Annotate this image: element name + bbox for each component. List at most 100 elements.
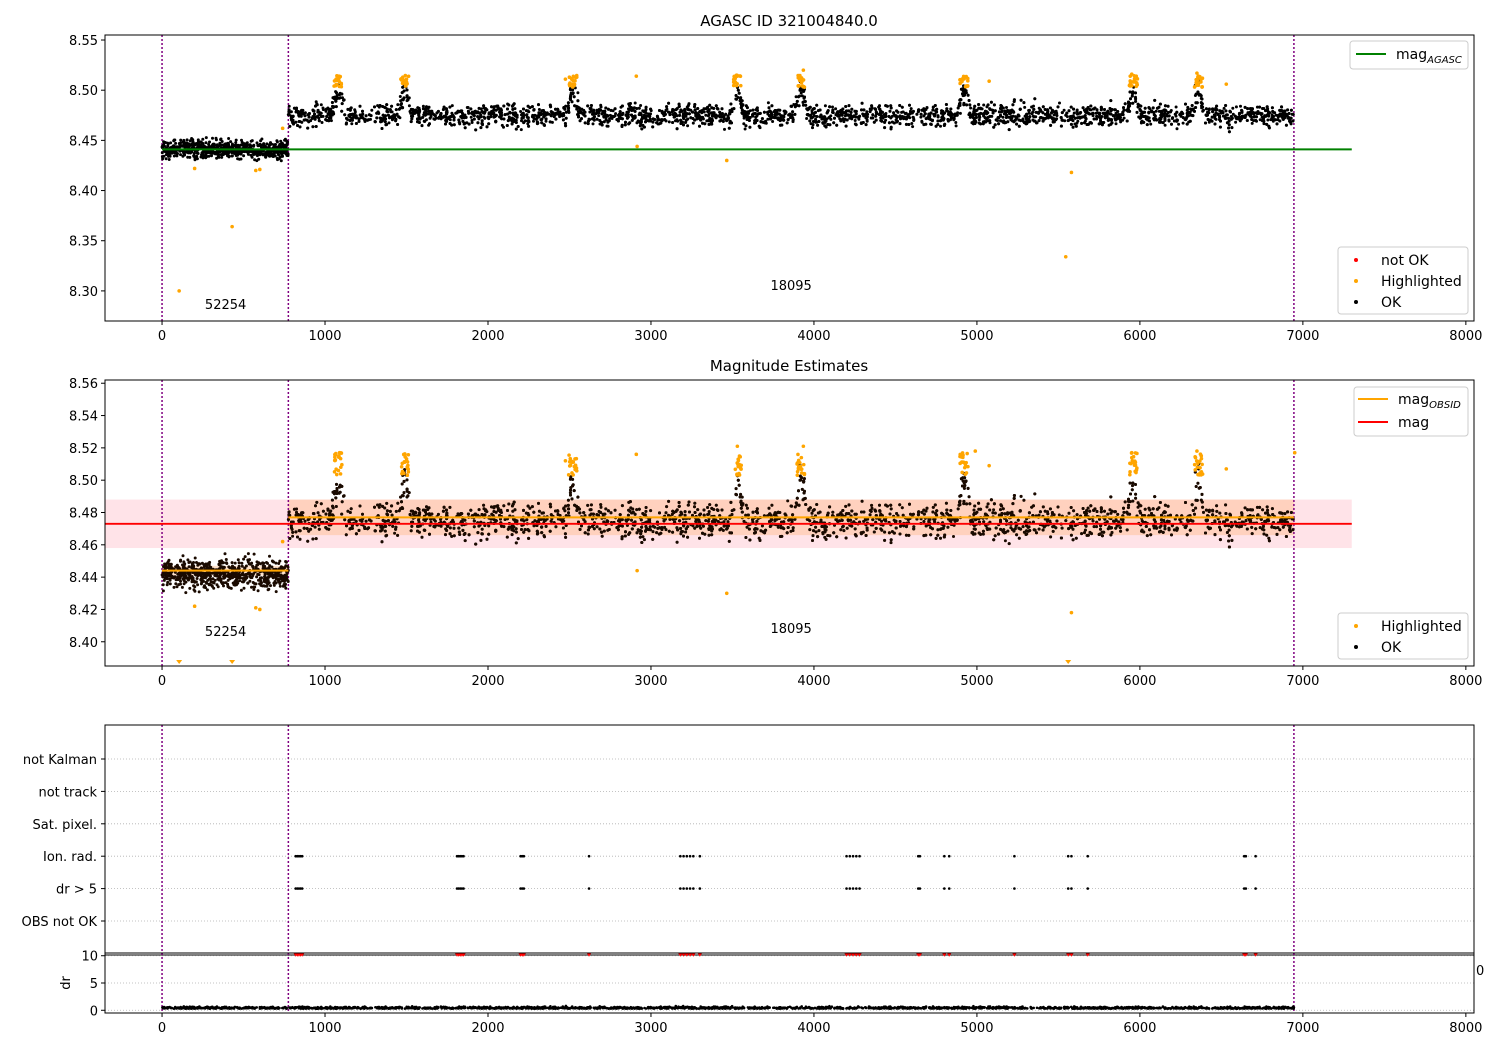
- agasc-ok-point: [192, 144, 196, 147]
- agasc-ok-point: [1072, 111, 1076, 115]
- agasc-ok-point: [354, 122, 358, 125]
- agasc-ok-point: [744, 104, 748, 108]
- agasc-ok-point: [943, 111, 946, 115]
- agasc-ok-point: [1083, 121, 1086, 125]
- agasc-ok-point: [932, 112, 936, 116]
- agasc-ok-point: [1264, 114, 1268, 118]
- agasc-ok-point: [853, 119, 857, 122]
- agasc-ok-point: [887, 121, 891, 125]
- agasc-ok-point: [908, 103, 911, 107]
- agasc-ok-point: [802, 89, 806, 93]
- agasc-ok-point: [846, 113, 850, 117]
- agasc-ok-point: [1092, 107, 1096, 111]
- agasc-ok-point: [1222, 114, 1225, 118]
- agasc-ok-point: [319, 111, 323, 115]
- agasc-ok-point: [695, 115, 699, 119]
- agasc-ok-point: [476, 121, 480, 125]
- agasc-ok-point: [258, 153, 262, 157]
- agasc-ok-point: [192, 154, 196, 158]
- agasc-ok-point: [999, 104, 1003, 107]
- agasc-ok-point: [706, 114, 710, 118]
- agasc-ok-point: [502, 117, 506, 121]
- agasc-ok-point: [678, 113, 682, 117]
- agasc-ok-point: [321, 108, 325, 111]
- agasc-ok-point: [760, 117, 764, 121]
- agasc-ok-point: [498, 115, 502, 119]
- agasc-ok-point: [1256, 110, 1260, 114]
- agasc-ok-point: [1266, 118, 1270, 122]
- agasc-ok-point: [519, 110, 523, 113]
- agasc-ok-point: [1190, 104, 1194, 107]
- agasc-ok-point: [1160, 115, 1163, 119]
- agasc-ok-point: [1042, 117, 1046, 121]
- agasc-ok-point: [739, 101, 743, 105]
- agasc-ok-point: [510, 116, 514, 120]
- agasc-ok-point: [1021, 117, 1025, 121]
- agasc-x-tick-label: 4000: [797, 329, 830, 344]
- agasc-ok-point: [1065, 111, 1069, 115]
- agasc-ok-point: [716, 107, 720, 111]
- agasc-ok-point: [266, 150, 270, 154]
- agasc-ok-point: [638, 111, 642, 115]
- agasc-ok-point: [239, 143, 243, 147]
- agasc-ok-point: [1215, 104, 1219, 108]
- agasc-ok-point: [207, 151, 211, 154]
- agasc-ok-point: [173, 145, 177, 149]
- agasc-ok-point: [776, 116, 780, 120]
- agasc-ok-point: [1114, 113, 1118, 117]
- agasc-ok-point: [864, 113, 867, 117]
- agasc-ok-point: [248, 143, 252, 147]
- agasc-ok-point: [223, 142, 227, 146]
- agasc-ok-point: [358, 104, 362, 108]
- agasc-ok-point: [660, 119, 664, 123]
- agasc-ok-point: [429, 115, 433, 118]
- agasc-ok-point: [1049, 123, 1053, 127]
- agasc-ok-point: [1070, 117, 1074, 121]
- agasc-ok-point: [704, 113, 708, 117]
- agasc-ok-point: [889, 125, 893, 129]
- agasc-ok-point: [1080, 121, 1084, 125]
- agasc-ok-point: [1014, 115, 1018, 119]
- agasc-ok-point: [751, 108, 755, 112]
- agasc-ok-point: [1018, 107, 1022, 111]
- agasc-ok-point: [972, 111, 976, 115]
- agasc-ok-point: [397, 115, 401, 119]
- agasc-ok-point: [291, 121, 295, 125]
- agasc-ok-point: [502, 104, 506, 108]
- agasc-highlighted-point: [337, 79, 342, 84]
- agasc-ok-point: [810, 109, 814, 113]
- agasc-ok-point: [1148, 119, 1151, 123]
- agasc-ok-point: [852, 114, 856, 118]
- agasc-ok-point: [722, 117, 726, 121]
- agasc-ok-point: [1207, 118, 1211, 122]
- agasc-ok-point: [836, 114, 840, 118]
- agasc-x-tick-label: 0: [158, 329, 166, 344]
- agasc-ok-point: [657, 122, 661, 126]
- agasc-ok-point: [597, 114, 601, 118]
- agasc-ok-point: [329, 116, 333, 120]
- agasc-ok-point: [563, 122, 567, 125]
- agasc-ok-point: [1041, 105, 1045, 109]
- agasc-ok-point: [723, 127, 726, 131]
- agasc-ok-point: [992, 125, 996, 129]
- agasc-ok-point: [193, 156, 197, 160]
- agasc-ok-point: [210, 154, 213, 158]
- agasc-ok-point: [506, 107, 509, 111]
- agasc-ok-point: [811, 123, 815, 127]
- agasc-ok-point: [1059, 124, 1063, 128]
- agasc-ok-point: [1085, 107, 1089, 111]
- agasc-ok-point: [444, 122, 447, 126]
- agasc-ok-point: [769, 117, 773, 120]
- agasc-ok-point: [896, 110, 900, 114]
- agasc-ok-point: [1234, 105, 1238, 109]
- agasc-ok-point: [1204, 107, 1208, 111]
- agasc-ok-point: [1085, 123, 1089, 126]
- agasc-ok-point: [1162, 108, 1166, 112]
- agasc-ok-point: [665, 105, 669, 109]
- agasc-ok-point: [195, 157, 199, 161]
- agasc-ok-point: [859, 121, 863, 125]
- agasc-ok-point: [1074, 124, 1078, 128]
- agasc-ok-point: [639, 104, 643, 107]
- agasc-ok-point: [988, 107, 992, 111]
- agasc-ok-point: [570, 100, 574, 104]
